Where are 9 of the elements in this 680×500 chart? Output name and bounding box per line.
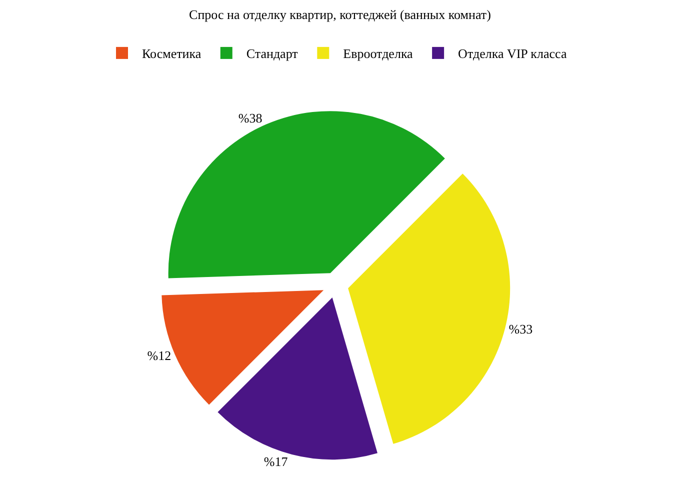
legend-label: Стандарт — [246, 46, 298, 62]
legend-label: Отделка VIP класса — [458, 46, 567, 62]
legend-label: Косметика — [142, 46, 202, 62]
chart-title: Спрос на отделку квартир, коттеджей (ванных комнат) — [189, 7, 491, 22]
data-label: %12 — [147, 348, 172, 364]
legend-label: Евроотделка — [343, 46, 414, 62]
data-label: %33 — [508, 321, 533, 336]
data-label: %38 — [238, 110, 262, 126]
data-label: %17 — [264, 454, 288, 470]
